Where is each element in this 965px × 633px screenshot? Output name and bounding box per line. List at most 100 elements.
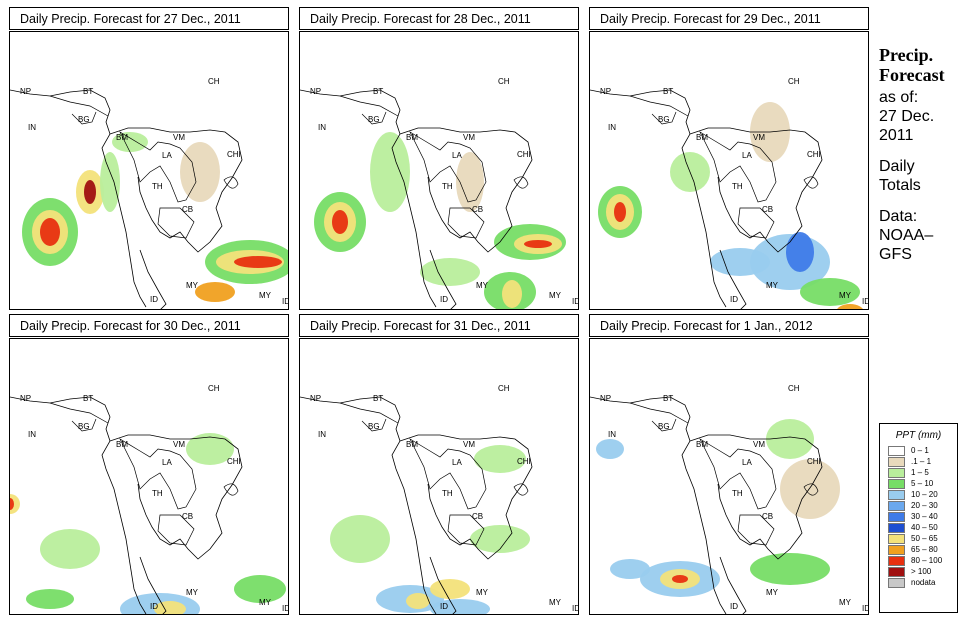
rain-area [112, 132, 148, 152]
rain-area [186, 433, 234, 465]
country-label: BG [78, 422, 90, 431]
panel-title: Daily Precip. Forecast for 27 Dec., 2011 [9, 7, 289, 30]
country-border [629, 95, 689, 125]
country-label: BT [83, 394, 93, 403]
island-outline [223, 483, 239, 496]
country-label: TH [152, 489, 163, 498]
panel-title: Daily Precip. Forecast for 29 Dec., 2011 [589, 7, 869, 30]
legend-item: 50 – 65 [888, 533, 957, 544]
country-label: ID [150, 602, 158, 611]
info-asof-date: 27 Dec. [879, 108, 935, 125]
rain-area [234, 575, 286, 603]
legend-label: 20 – 30 [911, 501, 938, 510]
island-outline [513, 176, 529, 189]
rain-area [710, 248, 770, 276]
country-label: CB [472, 512, 483, 521]
country-label: MY [259, 598, 272, 607]
country-label: CB [182, 512, 193, 521]
legend-label: nodata [911, 578, 936, 587]
country-label: ID [282, 297, 288, 306]
country-border [409, 131, 487, 239]
coastline [399, 434, 533, 560]
country-label: CH [498, 384, 510, 393]
legend-swatch [888, 533, 905, 544]
country-label: CHI [807, 150, 821, 159]
legend-swatch [888, 511, 905, 522]
coastline [109, 127, 243, 253]
rain-area [672, 575, 688, 583]
country-label: TH [442, 182, 453, 191]
country-label: BT [373, 394, 383, 403]
coastline [109, 434, 243, 560]
legend-swatch [888, 489, 905, 500]
legend-label: > 100 [911, 567, 932, 576]
country-label: BG [368, 115, 380, 124]
legend-swatch [888, 522, 905, 533]
country-label: BM [696, 440, 708, 449]
legend-label: 30 – 40 [911, 512, 938, 521]
country-label: ID [572, 604, 578, 613]
rain-area [330, 515, 390, 563]
country-label: ID [730, 295, 738, 304]
legend-label: 5 – 10 [911, 479, 934, 488]
country-label: LA [162, 151, 172, 160]
country-label: VM [463, 133, 475, 142]
country-label: CB [762, 205, 773, 214]
info-data-line3: GFS [879, 246, 912, 263]
country-label: LA [452, 458, 462, 467]
forecast-info: Precip. Forecast as of: 27 Dec. 2011 Dai… [879, 45, 965, 264]
legend-item: 30 – 40 [888, 511, 957, 522]
country-label: TH [732, 489, 743, 498]
country-label: LA [162, 458, 172, 467]
country-label: MY [476, 281, 489, 290]
country-label: BG [78, 115, 90, 124]
info-asof-label: as of: [879, 89, 919, 106]
rain-area [766, 419, 814, 459]
rain-area [234, 256, 282, 268]
country-label: IN [318, 123, 326, 132]
country-label: IN [608, 123, 616, 132]
rain-area [614, 202, 626, 222]
legend-swatch [888, 467, 905, 478]
country-label: BM [406, 133, 418, 142]
info-daily-line1: Daily [879, 158, 915, 175]
panel-title: Daily Precip. Forecast for 30 Dec., 2011 [9, 314, 289, 337]
country-label: ID [730, 602, 738, 611]
country-label: MY [839, 291, 852, 300]
country-label: MY [766, 588, 779, 597]
rain-area [502, 280, 522, 308]
country-label: VM [463, 440, 475, 449]
country-label: CHI [807, 457, 821, 466]
rain-area [610, 559, 650, 579]
country-label: ID [862, 604, 868, 613]
legend-item: 5 – 10 [888, 478, 957, 489]
country-label: CHI [227, 150, 241, 159]
country-label: CH [208, 384, 220, 393]
country-border [49, 95, 109, 125]
panel-title: Daily Precip. Forecast for 31 Dec., 2011 [299, 314, 579, 337]
info-asof-year: 2011 [879, 127, 914, 144]
country-label: CHI [517, 457, 531, 466]
country-label: BT [663, 87, 673, 96]
country-label: IN [318, 430, 326, 439]
country-border [339, 95, 399, 125]
coastline [10, 396, 147, 614]
rain-area [332, 210, 348, 234]
country-label: MY [766, 281, 779, 290]
country-label: CH [498, 77, 510, 86]
rain-area [420, 258, 480, 286]
legend-swatch [888, 555, 905, 566]
country-label: IN [608, 430, 616, 439]
country-label: CH [788, 384, 800, 393]
country-label: BM [116, 133, 128, 142]
rain-area [786, 232, 814, 272]
panel-title: Daily Precip. Forecast for 28 Dec., 2011 [299, 7, 579, 30]
country-label: CB [182, 205, 193, 214]
rain-area [750, 553, 830, 585]
